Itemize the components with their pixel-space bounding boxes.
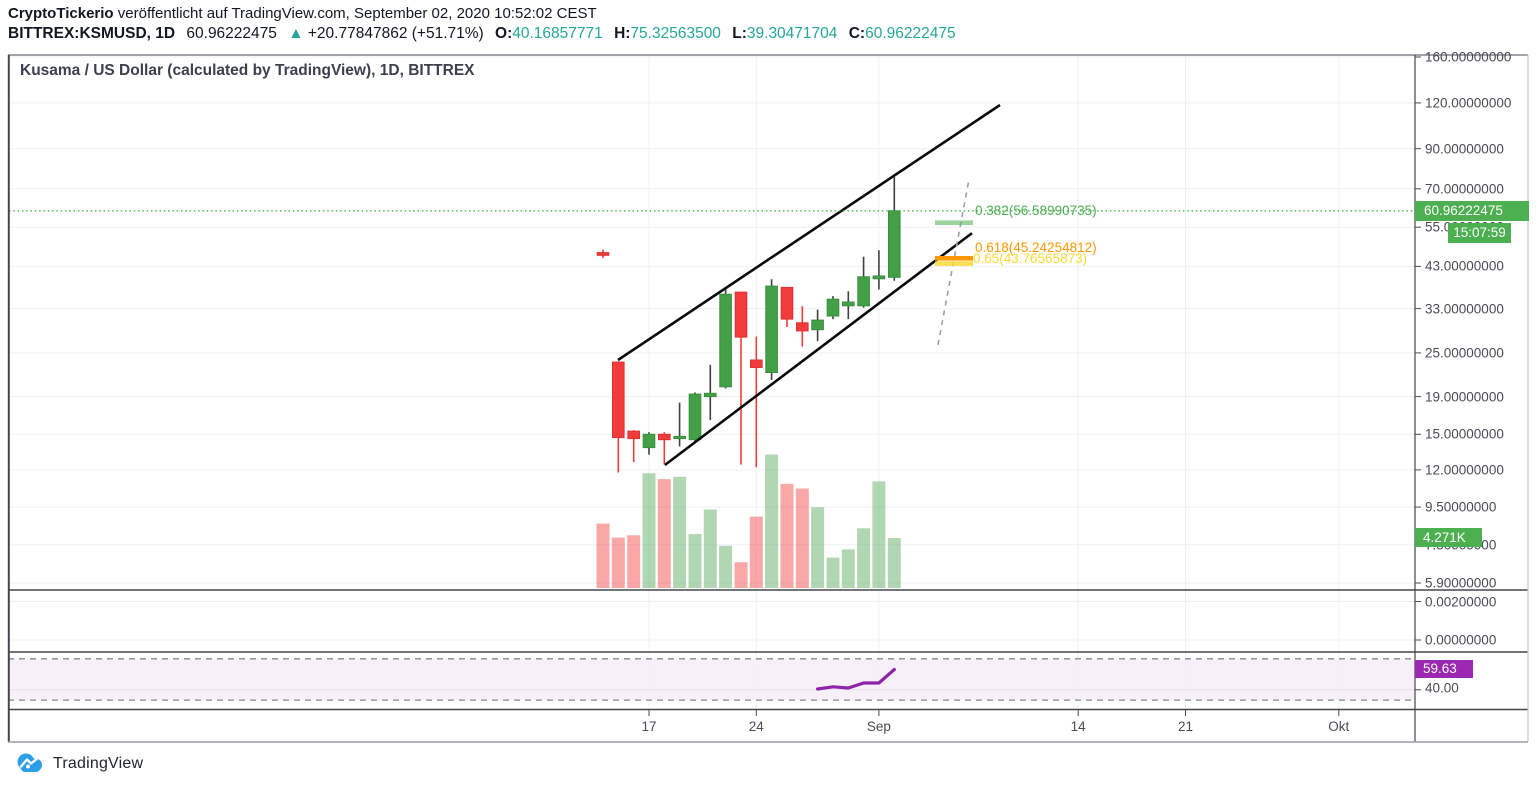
rsi-band [8,658,1415,701]
symbol-text: BITTREX:KSMUSD, 1D [8,25,176,42]
candle [596,252,610,256]
volume-bar [642,473,656,588]
candle [765,285,778,374]
open-value: 40.16857771 [512,25,603,42]
candle [673,435,687,440]
volume-bar [780,483,794,588]
candle [780,286,794,320]
last-price: 60.96222475 [186,25,277,42]
volume-bar [795,488,809,588]
volume-bar [887,538,901,588]
change-text: +20.77847862 (+51.71%) [307,25,484,42]
candle [826,298,840,317]
chart-line [617,103,1001,362]
header: CryptoTickerio veröffentlicht auf Tradin… [8,4,956,44]
high-value: 75.32563500 [630,25,721,42]
fib-level-0618-label: 0.618(45.24254812) [975,240,1097,255]
low-label: L: [732,25,747,42]
candle [750,359,763,368]
tradingview-logo-text: TradingView [53,755,144,772]
rsi-value-axis-label: 59.63 [1415,660,1473,678]
volume-bar [826,557,840,588]
candle [658,433,671,441]
up-arrow-icon: ▲ [288,25,304,42]
fib-0382-segment [935,220,973,225]
candle [688,393,702,441]
close-label: C: [848,25,866,42]
volume-bar [841,549,855,588]
candle [704,392,717,398]
candle [612,361,625,439]
candle [842,301,855,307]
fib-level-0382-label: 0.382(56.58990735) [975,203,1097,218]
volume-bar [857,528,871,588]
rsi-line [815,667,896,691]
volume-bar [749,516,763,588]
chart-title: Kusama / US Dollar (calculated by Tradin… [20,62,475,79]
fib-065-segment [935,261,973,266]
bar-countdown-label: 15:07:59 [1448,223,1511,243]
volume-bar [627,535,641,588]
rsi-40-tick-label: 40.00 [1425,680,1459,696]
volume-bar [719,545,733,588]
volume-bar [657,479,671,588]
tradingview-cloud-icon [17,753,42,772]
volume-bar [811,507,825,588]
fib-level-065-label: 0.65(43.76565873) [973,251,1088,266]
volume-bar [872,481,886,588]
volume-bar [765,454,779,588]
close-value: 60.96222475 [865,25,956,42]
brand-name: CryptoTickerio [8,5,114,22]
candle [627,430,641,440]
fib-0618-segment [935,256,973,261]
volume-bar [688,534,702,588]
volume-axis-label: 4.271K [1415,528,1482,547]
symbol-line: BITTREX:KSMUSD, 1D 60.96222475 ▲ +20.778… [8,24,956,44]
volume-bar [596,523,610,588]
candle [888,210,901,278]
candle [642,433,656,449]
tradingview-attribution[interactable]: TradingView [14,750,143,778]
candle [811,319,824,331]
candle [719,293,732,388]
current-price-axis-label: 60.96222475 [1415,201,1529,221]
candle [872,275,886,280]
candle [857,276,870,307]
open-label: O: [495,25,513,42]
volume-bar [611,537,625,588]
volume-bar [673,476,687,588]
high-label: H: [614,25,631,42]
candle [734,291,748,338]
publish-text: veröffentlicht auf TradingView.com, Sept… [117,5,597,22]
volume-bar [703,509,717,588]
publish-line: CryptoTickerio veröffentlicht auf Tradin… [8,4,956,24]
chart-line [664,232,973,467]
candle [796,322,809,332]
volume-bar [734,562,748,588]
low-value: 39.30471704 [746,25,838,42]
